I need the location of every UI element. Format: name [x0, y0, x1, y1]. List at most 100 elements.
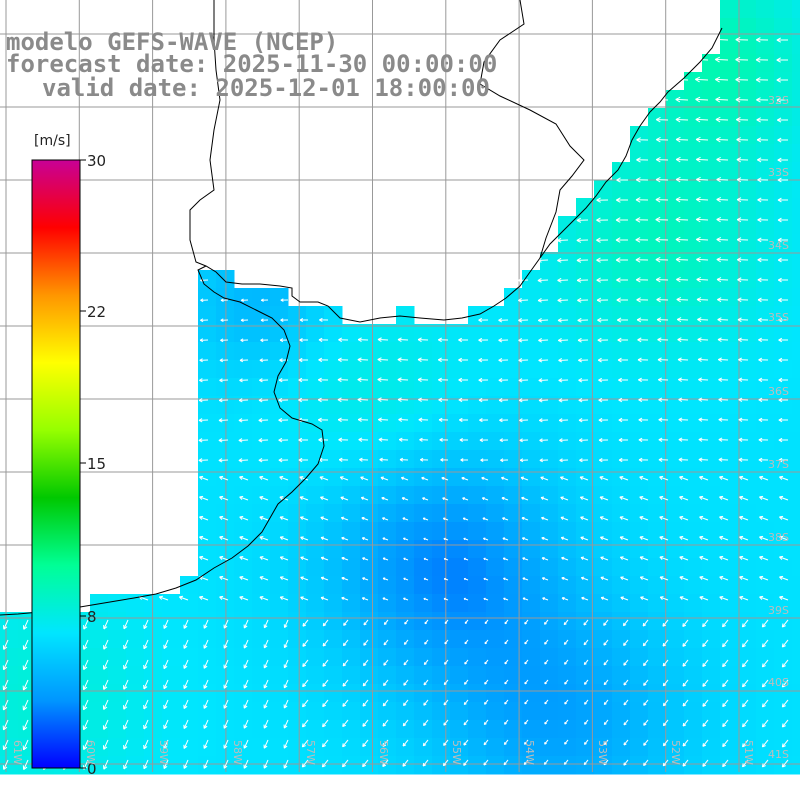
wind-cell — [468, 612, 487, 631]
wind-arrow — [341, 596, 349, 601]
wind-cell — [252, 630, 271, 649]
wind-arrow — [658, 377, 669, 383]
wind-cell — [504, 558, 523, 577]
wind-arrow — [559, 438, 569, 443]
wind-arrow — [541, 516, 549, 521]
wind-cell — [234, 342, 253, 361]
wind-arrow — [338, 337, 349, 343]
wind-arrow — [739, 575, 749, 581]
wind-arrow — [637, 337, 649, 343]
wind-cell — [414, 450, 433, 469]
wind-arrow — [716, 217, 729, 223]
wind-cell — [198, 720, 217, 739]
wind-cell — [216, 666, 235, 685]
wind-cell — [306, 540, 325, 559]
wind-arrow — [636, 177, 649, 183]
wind-arrow — [603, 719, 609, 726]
wind-arrow — [539, 418, 549, 423]
wind-arrow — [739, 595, 749, 601]
wind-cell — [648, 738, 667, 757]
wind-arrow — [358, 437, 369, 442]
wind-cell — [270, 432, 289, 451]
wind-arrow — [564, 659, 569, 665]
wind-cell — [396, 630, 415, 649]
wind-cell — [450, 756, 469, 775]
wind-arrow — [617, 317, 629, 323]
wind-cell — [738, 108, 757, 127]
border-line — [189, 0, 221, 267]
wind-arrow — [478, 317, 489, 323]
wind-cell — [720, 378, 739, 397]
wind-arrow — [718, 397, 729, 402]
wind-cell — [612, 324, 631, 343]
coastline-path — [0, 27, 723, 616]
wind-cell — [360, 630, 379, 649]
wind-arrow — [781, 619, 789, 628]
wind-arrow — [603, 619, 609, 626]
wind-cell — [360, 648, 379, 667]
wind-cell — [666, 594, 685, 613]
wind-arrow — [781, 659, 789, 668]
wind-cell — [702, 126, 721, 145]
wind-cell — [720, 144, 739, 163]
wind-cell — [738, 18, 757, 37]
wind-cell — [324, 504, 343, 523]
wind-cell — [612, 378, 631, 397]
wind-arrow — [643, 739, 649, 746]
wind-cell — [666, 342, 685, 361]
wind-cell — [576, 522, 595, 541]
wind-cell — [360, 486, 379, 505]
wind-cell — [666, 126, 685, 145]
wind-cell — [216, 702, 235, 721]
wind-cell — [450, 378, 469, 397]
wind-cell — [162, 756, 181, 775]
wind-cell — [306, 324, 325, 343]
lat-label-38s: 38S — [768, 531, 789, 544]
wind-cell — [414, 666, 433, 685]
wind-arrow — [682, 699, 689, 707]
wind-arrow — [102, 659, 109, 670]
wind-cell — [738, 378, 757, 397]
wind-arrow — [722, 659, 729, 668]
wind-cell — [396, 450, 415, 469]
wind-arrow — [320, 496, 329, 501]
wind-cell — [270, 540, 289, 559]
wind-arrow — [659, 576, 669, 581]
wind-cell — [396, 504, 415, 523]
wind-arrow — [283, 739, 289, 749]
wind-cell — [270, 414, 289, 433]
wind-cell — [540, 468, 559, 487]
wind-cell — [522, 684, 541, 703]
wind-cell — [630, 144, 649, 163]
wind-arrow — [463, 577, 469, 581]
wind-cell — [720, 486, 739, 505]
wind-cell — [234, 558, 253, 577]
wind-cell — [162, 702, 181, 721]
wind-arrow — [103, 639, 109, 650]
wind-cell — [486, 648, 505, 667]
wind-cell — [702, 558, 721, 577]
wind-cell — [648, 324, 667, 343]
wind-cell — [198, 468, 217, 487]
wind-cell — [792, 486, 800, 505]
wind-arrow — [781, 679, 789, 688]
wind-arrow — [163, 679, 169, 690]
wind-arrow — [498, 378, 509, 383]
wind-arrow — [218, 458, 229, 463]
wind-arrow — [219, 535, 229, 541]
wind-arrow — [675, 136, 689, 143]
lat-label-37s: 37S — [768, 458, 789, 471]
wind-cell — [756, 72, 775, 91]
wind-arrow — [183, 759, 189, 769]
wind-arrow — [320, 536, 329, 541]
wind-arrow — [238, 398, 249, 403]
lat-label-39s: 39S — [768, 604, 789, 617]
wind-arrow — [279, 516, 289, 521]
wind-arrow — [424, 619, 429, 625]
wind-cell — [342, 450, 361, 469]
wind-arrow — [578, 418, 589, 423]
wind-cell — [720, 108, 739, 127]
wind-arrow — [499, 418, 509, 423]
wind-arrow — [596, 277, 609, 283]
wind-arrow — [422, 759, 429, 767]
